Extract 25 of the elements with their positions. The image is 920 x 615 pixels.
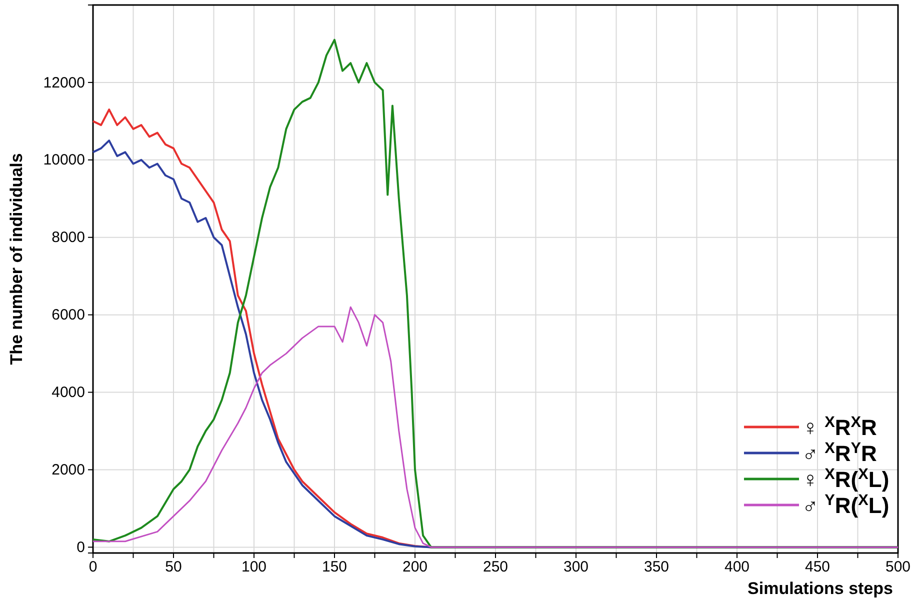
y-tick-label: 8000 bbox=[52, 229, 85, 246]
y-tick-label: 2000 bbox=[52, 462, 85, 479]
y-axis-title: The number of individuals bbox=[7, 153, 26, 365]
x-tick-label: 0 bbox=[88, 558, 98, 576]
x-tick-label: 300 bbox=[563, 558, 589, 576]
y-tick-label: 6000 bbox=[52, 306, 85, 324]
x-axis-title: Simulations steps bbox=[748, 579, 893, 598]
x-tick-label: 450 bbox=[804, 558, 830, 576]
x-tick-label: 200 bbox=[402, 558, 428, 576]
x-tick-label: 250 bbox=[482, 558, 508, 576]
legend-label: ♀ $^{X}$R$^{X}$R bbox=[802, 414, 878, 440]
legend-label: ♀ $^{X}$R($^{X}$L) bbox=[802, 466, 890, 492]
y-tick-label: 0 bbox=[76, 538, 85, 556]
x-tick-label: 50 bbox=[165, 558, 182, 576]
y-tick-label: 4000 bbox=[52, 384, 85, 402]
legend-label: ♂ $^{Y}$R($^{X}$L) bbox=[802, 492, 890, 518]
legend-label: ♂ $^{X}$R$^{Y}$R bbox=[802, 440, 878, 466]
x-tick-label: 500 bbox=[885, 558, 911, 576]
y-tick-label: 10000 bbox=[43, 152, 85, 169]
line-series bbox=[92, 306, 899, 548]
x-tick-label: 350 bbox=[644, 558, 670, 576]
y-tick-label: 12000 bbox=[43, 74, 85, 92]
x-tick-label: 150 bbox=[322, 558, 348, 576]
x-tick-label: 100 bbox=[241, 558, 267, 576]
x-tick-label: 400 bbox=[724, 558, 750, 576]
